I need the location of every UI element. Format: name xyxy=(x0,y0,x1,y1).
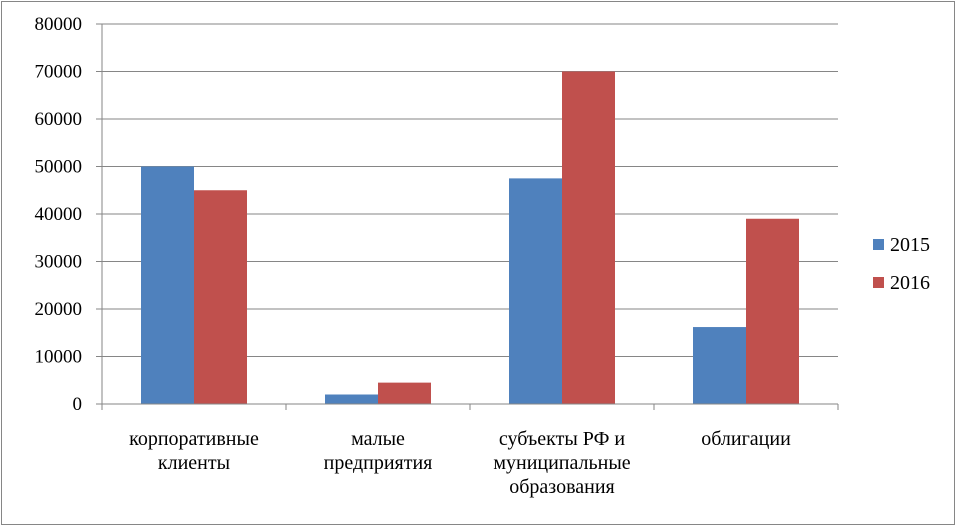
x-category-label-line: клиенты xyxy=(158,452,230,474)
bar-2015-2 xyxy=(509,178,562,404)
y-tick-label: 20000 xyxy=(35,299,83,320)
bar-2016-0 xyxy=(194,190,247,404)
x-category-label-line: предприятия xyxy=(324,452,433,474)
y-tick-label: 60000 xyxy=(35,109,83,130)
y-tick-label: 0 xyxy=(73,394,83,415)
y-tick-label: 50000 xyxy=(35,157,83,178)
x-category-label: корпоративные клиенты xyxy=(129,428,259,474)
x-category-label-line: корпоративные xyxy=(129,428,259,450)
x-category-labels: корпоративные клиенты малые предприятия субъ… xyxy=(129,428,791,498)
legend-swatch-2016 xyxy=(873,277,884,288)
bar-2015-0 xyxy=(141,166,194,404)
x-category-label: облигации xyxy=(701,428,791,450)
x-category-label-line: муниципальные xyxy=(493,452,630,474)
y-tick-label: 70000 xyxy=(35,62,83,83)
x-category-label-line: субъекты РФ и xyxy=(499,428,625,450)
bar-2016-2 xyxy=(562,71,615,404)
legend: 2015 2016 xyxy=(873,234,930,294)
x-category-label: субъекты РФ и муниципальные образования xyxy=(493,428,630,498)
bar-2016-3 xyxy=(746,218,799,404)
x-category-label-line: образования xyxy=(509,476,615,498)
legend-swatch-2015 xyxy=(873,239,884,250)
y-tick-labels: 0 10000 20000 30000 40000 50000 60000 70000 8000… xyxy=(35,14,83,415)
y-tick-label: 10000 xyxy=(35,347,83,368)
x-category-label-line: малые xyxy=(351,428,405,450)
bar-2016-1 xyxy=(378,382,431,404)
axes xyxy=(96,23,839,410)
legend-label-2016: 2016 xyxy=(890,272,930,294)
bar-2015-3 xyxy=(693,327,746,404)
y-tick-label: 40000 xyxy=(35,204,83,225)
x-category-label-line: облигации xyxy=(701,428,791,450)
y-tick-label: 30000 xyxy=(35,252,83,273)
y-tick-label: 80000 xyxy=(35,14,83,35)
bars xyxy=(141,71,799,404)
x-category-label: малые предприятия xyxy=(324,428,433,474)
legend-label-2015: 2015 xyxy=(890,234,930,256)
bar-2015-1 xyxy=(325,394,378,404)
